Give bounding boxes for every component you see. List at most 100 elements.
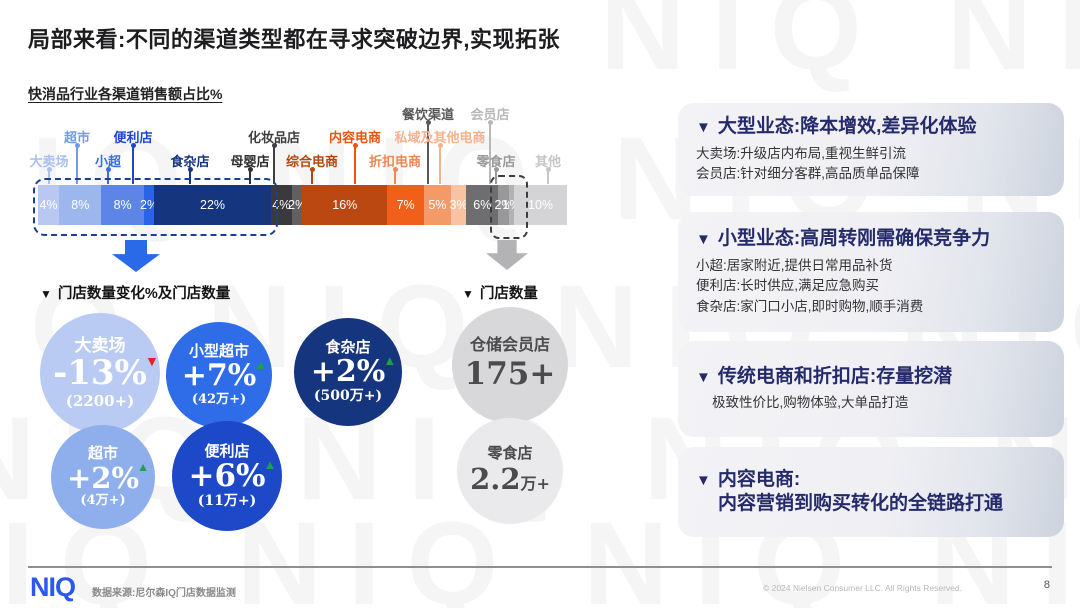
trend-up-icon: ▲: [137, 459, 150, 474]
bubble-name: 仓储会员店: [469, 337, 550, 355]
channel-label-零食店: 零食店: [476, 154, 516, 169]
insight-title-line2: 内容营销到购买转化的全链路打通: [718, 493, 1004, 514]
channel-label-内容电商: 内容电商: [328, 130, 382, 145]
footer-divider: [28, 566, 1052, 568]
bubble-name: 超市: [87, 445, 118, 463]
trend-up-icon: ▲: [263, 456, 277, 472]
insight-title: ▼ 大型业态:降本增效,差异化体验: [696, 115, 1046, 139]
bar-segment-其他: 10%: [514, 185, 567, 225]
count-bubble-仓储会员店: 仓储会员店 175+: [452, 307, 568, 423]
triangle-marker-icon: ▼: [696, 472, 711, 490]
channel-label-化妆品店: 化妆品店: [247, 130, 301, 145]
bubble-count-suffix: 万+: [520, 474, 550, 494]
channel-leader-line: [545, 167, 551, 184]
bar-segment-value: 10%: [528, 198, 554, 212]
trend-down-icon: ▼: [145, 352, 159, 369]
bar-segment-value: 16%: [332, 198, 358, 212]
insight-body: 极致性价比,购物体验,大单品打造: [696, 393, 1046, 413]
bar-segment-value: 6%: [473, 198, 492, 212]
channel-share-bar: 4% 8% 8% 2% 22% 4% 2% 16% 7% 5% 3% 6% 2% 1% 10%: [38, 185, 567, 225]
channel-label-折扣电商: 折扣电商: [368, 154, 422, 169]
channel-leader-line: [309, 167, 315, 184]
bar-segment-内容电商: 7%: [387, 185, 425, 225]
bar-segment-食杂店: 22%: [154, 185, 271, 225]
bar-segment-大卖场: 4%: [38, 185, 60, 225]
bar-segment-value: 22%: [200, 198, 226, 212]
channel-leader-line: [487, 120, 493, 184]
bubble-name: 食杂店: [325, 339, 371, 357]
bubble-store-count: (500万+): [313, 387, 383, 404]
insight-line: 食杂店:家门口小店,即时购物,顺手消费: [696, 298, 924, 314]
bubble-change-value: +2% ▲: [310, 353, 397, 390]
insight-title-text: 大型业态:降本增效,差异化体验: [717, 115, 977, 137]
channel-leader-line: [352, 143, 358, 184]
offline-group-outline: [33, 178, 278, 236]
bar-segment-value: 8%: [113, 198, 132, 212]
insight-line: 小超:居家附近,提供日常用品补货: [696, 258, 893, 273]
bubble-name: 零食店: [487, 444, 533, 462]
bar-segment-便利店: 2%: [140, 185, 158, 225]
insight-box-1: ▼ 大型业态:降本增效,差异化体验大卖场:升级店内布局,重视生鲜引流 会员店:针对细…: [678, 103, 1064, 196]
niq-watermark-text: NIQ NIQ NIQ NIQ NIQ NIQ NIQ NIQ: [600, 0, 1080, 88]
insight-line: 会员店:针对细分客群,高品质单品保障: [696, 165, 920, 181]
bubble-store-count: 175+: [464, 355, 556, 392]
store-change-heading: ▼ 门店数量变化%及门店数量: [40, 286, 231, 302]
bubble-name: 小型超市: [188, 342, 249, 360]
bar-segment-value: 5%: [428, 198, 447, 212]
insight-box-2: ▼ 小型业态:高周转刚需确保竞争力小超:居家附近,提供日常用品补货 便利店:长时供应…: [678, 212, 1064, 332]
change-bubble-便利店: 便利店 +6% ▲ (11万+): [172, 421, 282, 531]
bar-segment-私域及其他电商: 3%: [450, 185, 468, 225]
copyright-text: © 2024 Nielsen Consumer LLC. All Rights …: [762, 583, 962, 593]
bar-segment-餐饮渠道: 6%: [466, 185, 499, 225]
insight-title-text: 传统电商和折扣店:存量挖潜: [717, 365, 953, 387]
bubble-store-count: (42万+): [191, 391, 247, 407]
channel-label-便利店: 便利店: [113, 130, 153, 145]
bubble-change-value: +6% ▲: [188, 456, 277, 494]
bubble-change-value: -13% ▼: [53, 352, 159, 393]
insight-line: 极致性价比,购物体验,大单品打造: [712, 395, 909, 411]
bar-segment-value: 2%: [288, 198, 307, 212]
insight-box-3: ▼ 传统电商和折扣店:存量挖潜极致性价比,购物体验,大单品打造: [678, 341, 1064, 437]
insight-title-text: 内容电商:: [717, 469, 801, 491]
bar-segment-value: 4%: [39, 198, 58, 212]
insight-title: ▼ 传统电商和折扣店:存量挖潜: [696, 365, 1046, 389]
channel-label-超市: 超市: [63, 130, 91, 145]
triangle-marker-icon: ▼: [462, 287, 474, 301]
insight-title-text: 小型业态:高周转刚需确保竞争力: [717, 228, 991, 250]
insight-title: ▼ 内容电商:: [696, 468, 1046, 492]
bar-segment-value: 7%: [396, 198, 415, 212]
channel-label-大卖场: 大卖场: [29, 154, 69, 169]
bar-segment-value: 2%: [494, 198, 513, 212]
change-bubble-超市: 超市 +2% ▲ (4万+): [51, 425, 155, 529]
change-bubble-食杂店: 食杂店 +2% ▲ (500万+): [294, 318, 402, 426]
channel-label-综合电商: 综合电商: [285, 154, 339, 169]
channel-label-母婴店: 母婴店: [230, 154, 270, 169]
triangle-marker-icon: ▼: [696, 231, 711, 249]
page-title: 局部来看:不同的渠道类型都在寻求突破边界,实现拓张: [28, 27, 560, 52]
snack-member-group-outline: [490, 175, 528, 239]
insight-line: 便利店:长时供应,满足应急购买: [696, 278, 880, 294]
data-source-note: 数据来源:尼尔森IQ门店数据监测: [92, 588, 236, 599]
bar-segment-化妆品店: 2%: [288, 185, 306, 225]
insight-title: ▼ 小型业态:高周转刚需确保竞争力: [696, 227, 1046, 251]
bar-segment-综合电商: 16%: [302, 185, 388, 225]
channel-leader-line: [271, 143, 277, 184]
trend-up-icon: ▲: [383, 353, 397, 369]
bar-segment-小超: 8%: [101, 185, 144, 225]
channel-leader-line: [437, 143, 443, 184]
insight-body: 小超:居家附近,提供日常用品补货 便利店:长时供应,满足应急购买食杂店:家门口小店…: [696, 256, 1046, 317]
insight-body: 大卖场:升级店内布局,重视生鲜引流 会员店:针对细分客群,高品质单品保障: [696, 144, 1046, 185]
channel-label-会员店: 会员店: [470, 107, 510, 122]
change-bubble-小型超市: 小型超市 +7% ▲ (42万+): [166, 322, 272, 428]
change-bubble-大卖场: 大卖场 -13% ▼ (2200+): [40, 313, 160, 433]
channel-label-小超: 小超: [94, 154, 122, 169]
bubble-change-value: +7% ▲: [181, 357, 268, 394]
insight-line: 大卖场:升级店内布局,重视生鲜引流: [696, 145, 907, 161]
bubble-store-count: (2200+): [65, 391, 135, 410]
channel-label-其他: 其他: [534, 154, 562, 169]
bubble-store-count: (4万+): [80, 493, 126, 509]
blue-down-arrow-icon: [112, 240, 160, 272]
bubble-name: 便利店: [204, 442, 250, 460]
channel-leader-line: [425, 120, 431, 184]
